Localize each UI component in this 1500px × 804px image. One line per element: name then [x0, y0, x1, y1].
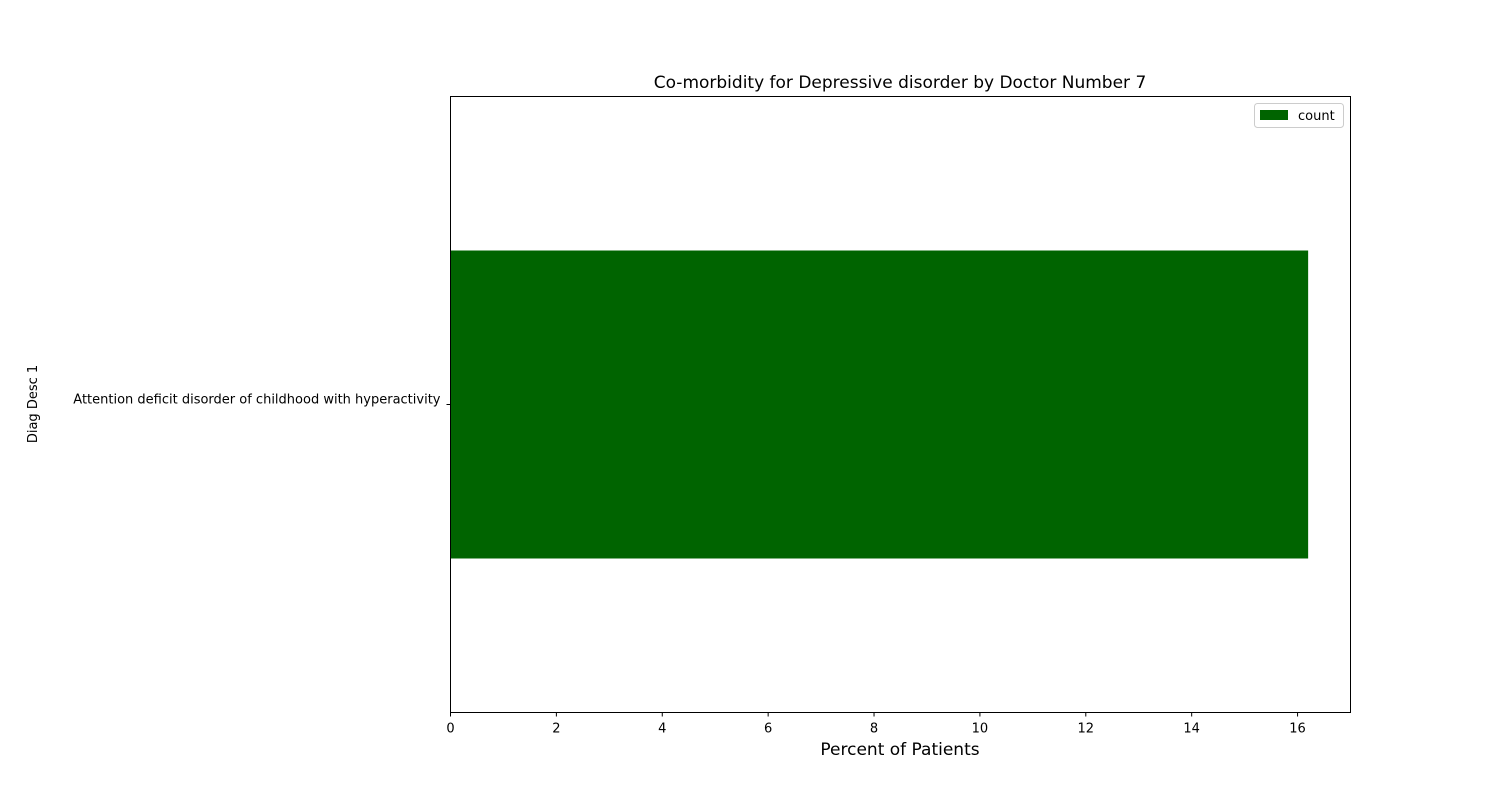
x-ticks-layer: 0 2 4 6 8 10 12 14 16: [446, 712, 1306, 737]
x-tick-label: 6: [764, 722, 772, 737]
x-tick-label: 10: [972, 722, 989, 737]
y-axis-label: Diag Desc 1: [26, 365, 41, 443]
x-tick-label: 14: [1183, 722, 1200, 737]
bar: [450, 250, 1309, 559]
chart-title: Co-morbidity for Depressive disorder by …: [654, 73, 1147, 93]
x-tick-label: 0: [446, 722, 454, 737]
legend-swatch: [1260, 110, 1288, 120]
x-tick-label: 16: [1289, 722, 1306, 737]
y-ticks-layer: Attention deficit disorder of childhood …: [73, 393, 451, 408]
x-tick-label: 12: [1078, 722, 1095, 737]
legend: count: [1254, 103, 1344, 128]
bars-layer: [450, 250, 1309, 559]
y-tick-label: Attention deficit disorder of childhood …: [73, 393, 441, 408]
x-tick-label: 2: [552, 722, 560, 737]
x-tick-label: 8: [870, 722, 878, 737]
plot-frame: [450, 96, 1351, 713]
legend-label: count: [1298, 109, 1335, 124]
x-axis-label: Percent of Patients: [820, 740, 979, 760]
legend-box: [1254, 103, 1344, 128]
x-tick-label: 4: [658, 722, 666, 737]
